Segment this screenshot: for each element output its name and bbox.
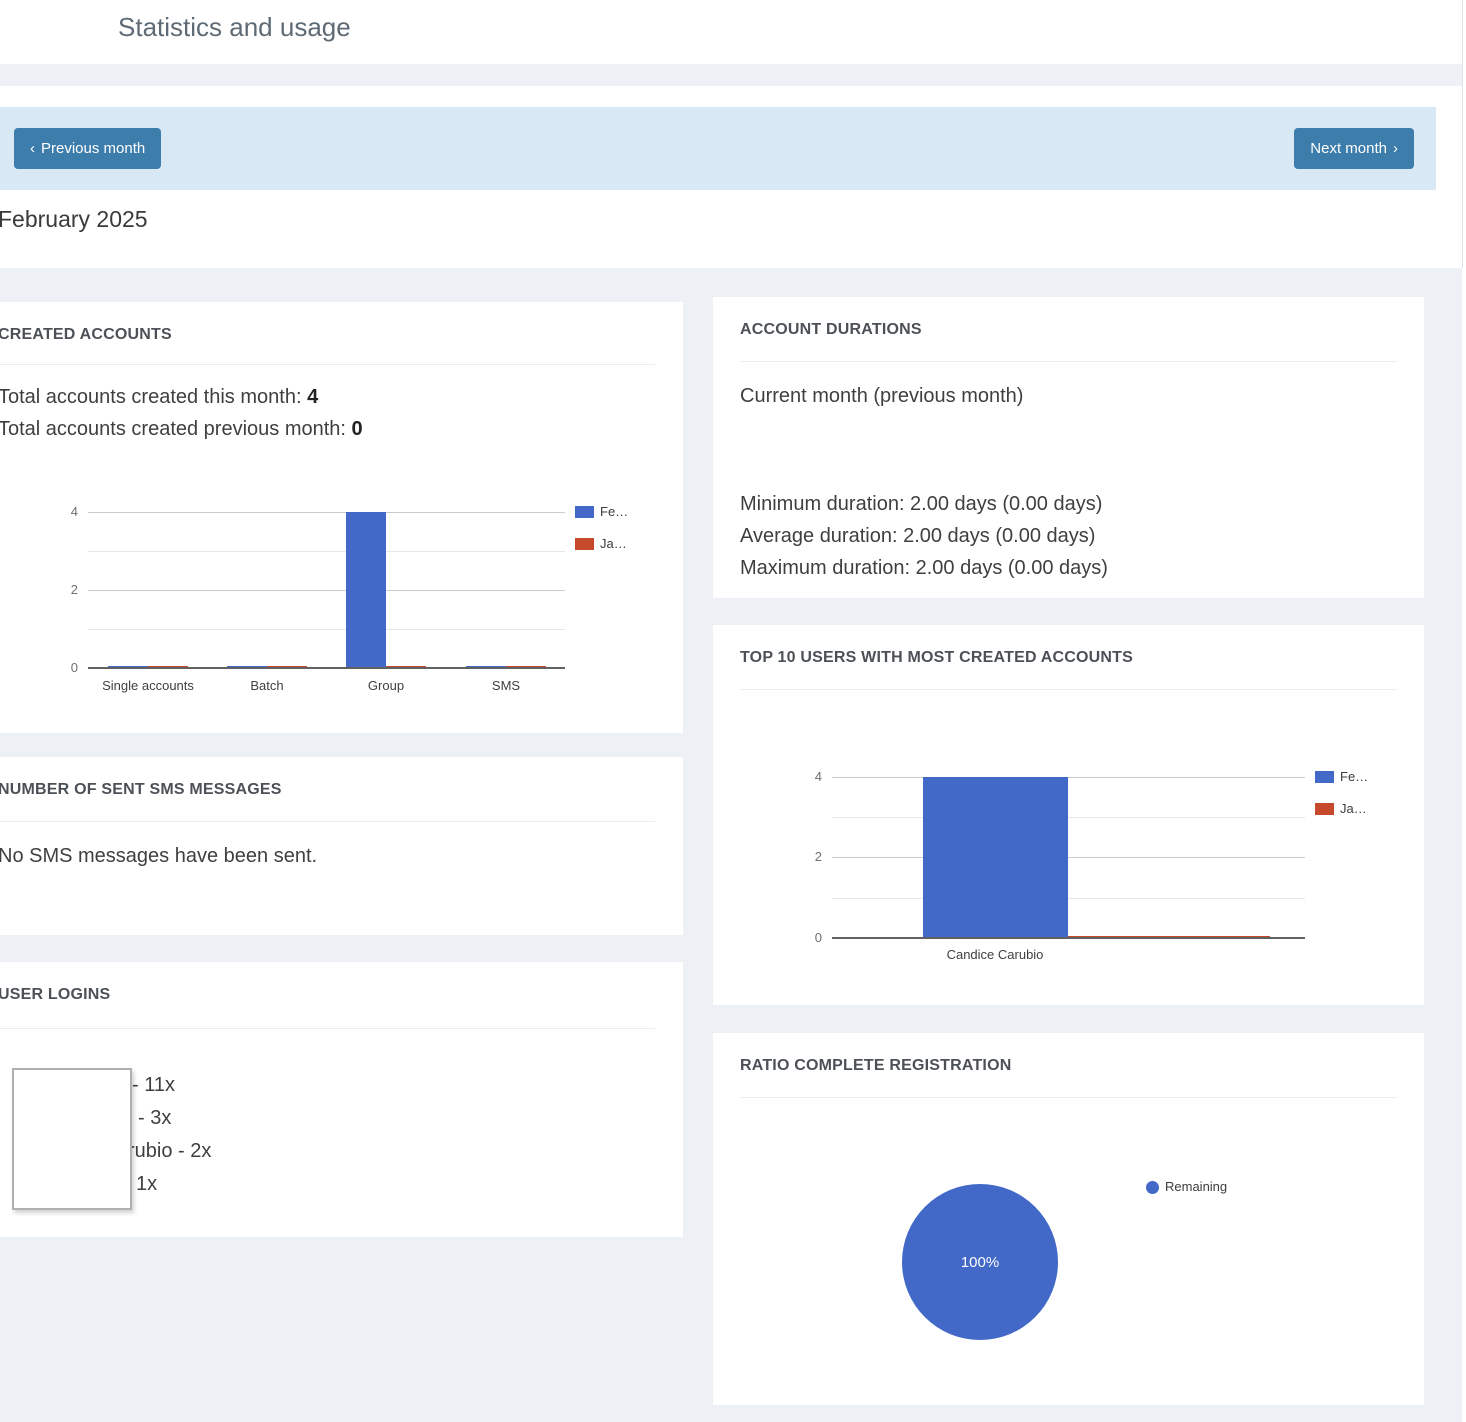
login-list-item: 1x <box>136 1173 158 1195</box>
created-accounts-panel: CREATED ACCOUNTS Total accounts created … <box>0 302 683 733</box>
average-duration-line: Average duration: 2.00 days (0.00 days) <box>740 525 1096 547</box>
legend-label-remaining: Remaining <box>1165 1179 1228 1194</box>
created-accounts-title: CREATED ACCOUNTS <box>0 326 172 343</box>
sms-messages-panel: NUMBER OF SENT SMS MESSAGES No SMS messa… <box>0 757 683 935</box>
header-strip <box>0 64 1462 86</box>
redaction-overlay-box <box>12 1068 132 1210</box>
pie-slice-label: 100% <box>960 1253 1000 1271</box>
divider <box>740 361 1397 362</box>
gridline-3 <box>88 551 565 552</box>
scroll-gutter[interactable] <box>1462 0 1466 268</box>
legend-swatch-feb <box>1315 771 1334 783</box>
gridline-2 <box>832 857 1305 858</box>
x-label-batch: Batch <box>250 678 284 693</box>
chevron-left-icon: ‹ <box>30 140 35 157</box>
x-axis <box>88 667 565 669</box>
y-tick-4: 4 <box>814 769 822 784</box>
y-tick-4: 4 <box>70 504 78 519</box>
previous-month-button[interactable]: ‹ Previous month <box>14 128 162 169</box>
x-label-single-accounts: Single accounts <box>102 678 194 693</box>
total-this-month-value: 4 <box>307 386 319 408</box>
y-tick-0: 0 <box>814 930 822 945</box>
durations-subtitle: Current month (previous month) <box>740 385 1024 407</box>
user-logins-title: USER LOGINS <box>0 986 111 1003</box>
top-users-panel: TOP 10 USERS WITH MOST CREATED ACCOUNTS … <box>713 625 1424 1005</box>
legend-swatch-feb <box>575 506 594 518</box>
legend-label-jan: Ja… <box>600 536 627 551</box>
legend-dot-remaining <box>1146 1181 1159 1194</box>
next-month-button[interactable]: Next month › <box>1294 128 1414 169</box>
bar-candice-feb[interactable] <box>923 777 1068 938</box>
gridline-2 <box>88 590 565 591</box>
divider <box>0 821 655 822</box>
x-label-group: Group <box>367 678 405 693</box>
top-users-title: TOP 10 USERS WITH MOST CREATED ACCOUNTS <box>740 649 1134 666</box>
y-tick-2: 2 <box>70 582 78 597</box>
login-list-item: rubio - 2x <box>128 1140 212 1162</box>
user-logins-panel: USER LOGINS - 11x - 3x rubio - 2x 1x <box>0 962 683 1237</box>
previous-month-label: Previous month <box>41 140 146 157</box>
bar-group-feb[interactable] <box>346 512 386 668</box>
gridline-1 <box>832 898 1305 899</box>
account-durations-title: ACCOUNT DURATIONS <box>740 321 922 338</box>
login-list-item: - 3x <box>138 1107 172 1129</box>
legend-swatch-jan <box>575 538 594 550</box>
legend-label-jan: Ja… <box>1340 801 1367 816</box>
month-navigation-toolbar: ‹ Previous month Next month › <box>0 107 1436 190</box>
x-label-candice-carubio: Candice Carubio <box>946 947 1044 962</box>
chevron-right-icon: › <box>1393 140 1398 157</box>
ratio-registration-panel: RATIO COMPLETE REGISTRATION 100% Remaini… <box>713 1033 1424 1405</box>
plot-area <box>832 777 1305 938</box>
login-list-item: - 11x <box>132 1074 175 1096</box>
divider <box>740 689 1397 690</box>
total-previous-month-value: 0 <box>351 418 363 440</box>
divider <box>0 1028 655 1029</box>
y-tick-2: 2 <box>814 849 822 864</box>
total-this-month-line: Total accounts created this month: 4 <box>0 386 319 408</box>
legend-label-feb: Fe… <box>1340 769 1369 784</box>
gridline-3 <box>832 817 1305 818</box>
account-durations-panel: ACCOUNT DURATIONS Current month (previou… <box>713 297 1424 598</box>
x-label-sms: SMS <box>491 678 521 693</box>
sms-messages-title: NUMBER OF SENT SMS MESSAGES <box>0 781 282 798</box>
maximum-duration-line: Maximum duration: 2.00 days (0.00 days) <box>740 557 1108 579</box>
divider <box>740 1097 1397 1098</box>
x-axis <box>832 937 1305 939</box>
minimum-duration-line: Minimum duration: 2.00 days (0.00 days) <box>740 493 1103 515</box>
sms-empty-message: No SMS messages have been sent. <box>0 845 318 867</box>
divider <box>0 364 655 365</box>
plot-area <box>88 512 565 668</box>
legend-label-feb: Fe… <box>600 504 629 519</box>
total-previous-month-line: Total accounts created previous month: 0 <box>0 418 363 440</box>
y-tick-0: 0 <box>70 660 78 675</box>
ratio-registration-title: RATIO COMPLETE REGISTRATION <box>740 1057 1012 1074</box>
page-title: Statistics and usage <box>118 12 351 42</box>
next-month-label: Next month <box>1310 140 1387 157</box>
gridline-4 <box>832 777 1305 778</box>
current-month-label: February 2025 <box>0 206 148 232</box>
legend-swatch-jan <box>1315 803 1334 815</box>
gridline-4 <box>88 512 565 513</box>
pie-slice-remaining[interactable]: 100% <box>902 1184 1058 1340</box>
gridline-1 <box>88 629 565 630</box>
